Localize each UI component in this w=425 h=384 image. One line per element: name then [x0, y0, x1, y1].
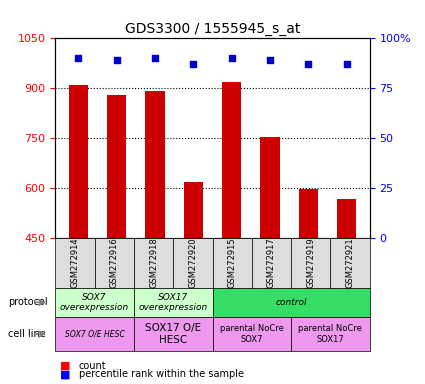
- Point: [305, 61, 312, 68]
- Text: SOX17
overexpression: SOX17 overexpression: [139, 293, 208, 312]
- Point: [75, 55, 82, 61]
- Bar: [299, 189, 318, 238]
- Text: ■: ■: [60, 369, 70, 379]
- Bar: [261, 137, 280, 238]
- Text: GSM272917: GSM272917: [267, 238, 276, 288]
- Text: control: control: [275, 298, 307, 307]
- Text: parental NoCre
SOX17: parental NoCre SOX17: [298, 324, 363, 344]
- Point: [343, 61, 350, 68]
- Bar: [107, 95, 126, 238]
- Text: SOX7
overexpression: SOX7 overexpression: [60, 293, 129, 312]
- Bar: [184, 182, 203, 238]
- Point: [152, 55, 159, 61]
- Bar: [222, 82, 241, 238]
- Text: GSM272920: GSM272920: [188, 238, 197, 288]
- Point: [228, 55, 235, 61]
- Text: count: count: [79, 361, 106, 371]
- Point: [266, 57, 273, 63]
- Text: SOX17 O/E
HESC: SOX17 O/E HESC: [145, 323, 201, 345]
- Text: GSM272916: GSM272916: [110, 238, 119, 288]
- Bar: [69, 85, 88, 238]
- Text: ■: ■: [60, 361, 70, 371]
- Text: SOX7 O/E HESC: SOX7 O/E HESC: [65, 329, 125, 339]
- Point: [113, 57, 120, 63]
- Text: GSM272914: GSM272914: [71, 238, 79, 288]
- Text: GSM272921: GSM272921: [346, 238, 354, 288]
- Text: GSM272915: GSM272915: [228, 238, 237, 288]
- Bar: [337, 199, 356, 238]
- Text: GSM272918: GSM272918: [149, 238, 158, 288]
- Bar: [145, 91, 164, 238]
- Text: cell line: cell line: [8, 329, 46, 339]
- Title: GDS3300 / 1555945_s_at: GDS3300 / 1555945_s_at: [125, 22, 300, 36]
- Point: [190, 61, 197, 68]
- Text: GSM272919: GSM272919: [306, 238, 315, 288]
- Text: parental NoCre
SOX7: parental NoCre SOX7: [220, 324, 284, 344]
- Text: protocol: protocol: [8, 297, 48, 308]
- Text: percentile rank within the sample: percentile rank within the sample: [79, 369, 244, 379]
